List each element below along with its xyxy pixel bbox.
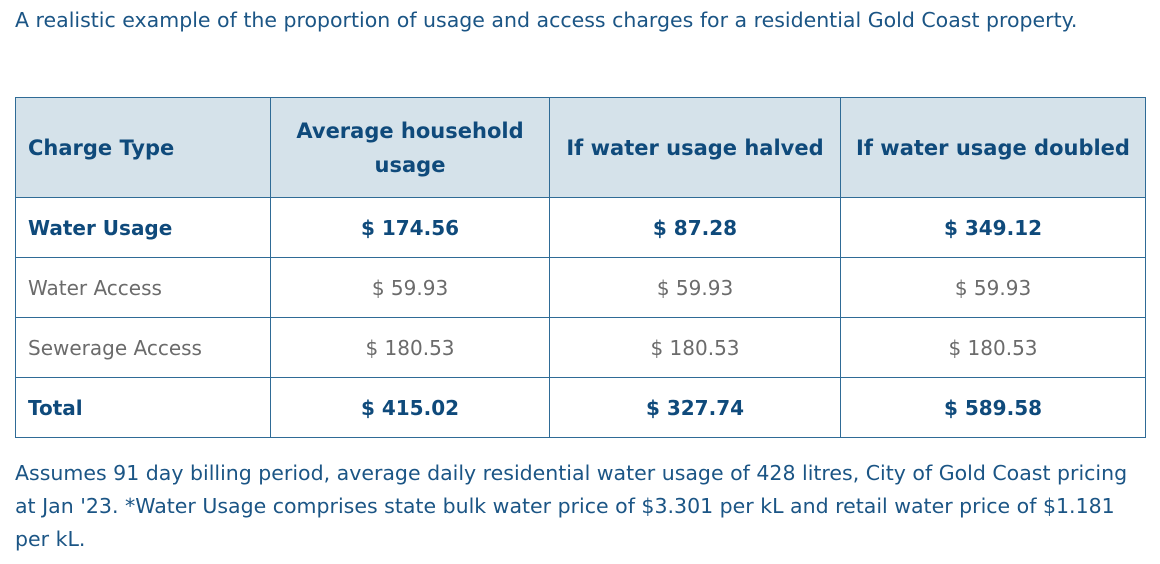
- cell-value: $ 349.12: [840, 197, 1146, 258]
- header-row: Charge Type Average household usage If w…: [15, 97, 1146, 198]
- cell-value: $ 180.53: [840, 317, 1146, 378]
- table-row-water-access: Water Access $ 59.93 $ 59.93 $ 59.93: [15, 257, 1146, 318]
- intro-text: A realistic example of the proportion of…: [15, 8, 1078, 32]
- table-row-total: Total $ 415.02 $ 327.74 $ 589.58: [15, 377, 1146, 438]
- table-row-water-usage: Water Usage $ 174.56 $ 87.28 $ 349.12: [15, 197, 1146, 258]
- header-average: Average household usage: [270, 97, 550, 198]
- cell-value: $ 180.53: [549, 317, 841, 378]
- charges-table: Charge Type Average household usage If w…: [15, 97, 1146, 438]
- cell-value: $ 415.02: [270, 377, 550, 438]
- cell-value: $ 174.56: [270, 197, 550, 258]
- cell-value: $ 59.93: [549, 257, 841, 318]
- cell-value: $ 59.93: [840, 257, 1146, 318]
- cell-value: $ 59.93: [270, 257, 550, 318]
- row-label: Water Access: [15, 257, 271, 318]
- cell-value: $ 589.58: [840, 377, 1146, 438]
- header-halved: If water usage halved: [549, 97, 841, 198]
- row-label: Total: [15, 377, 271, 438]
- cell-value: $ 327.74: [549, 377, 841, 438]
- table-row-sewerage-access: Sewerage Access $ 180.53 $ 180.53 $ 180.…: [15, 317, 1146, 378]
- cell-value: $ 87.28: [549, 197, 841, 258]
- cell-value: $ 180.53: [270, 317, 550, 378]
- row-label: Water Usage: [15, 197, 271, 258]
- header-charge-type: Charge Type: [15, 97, 271, 198]
- footnote: Assumes 91 day billing period, average d…: [15, 461, 1128, 551]
- row-label: Sewerage Access: [15, 317, 271, 378]
- header-doubled: If water usage doubled: [840, 97, 1146, 198]
